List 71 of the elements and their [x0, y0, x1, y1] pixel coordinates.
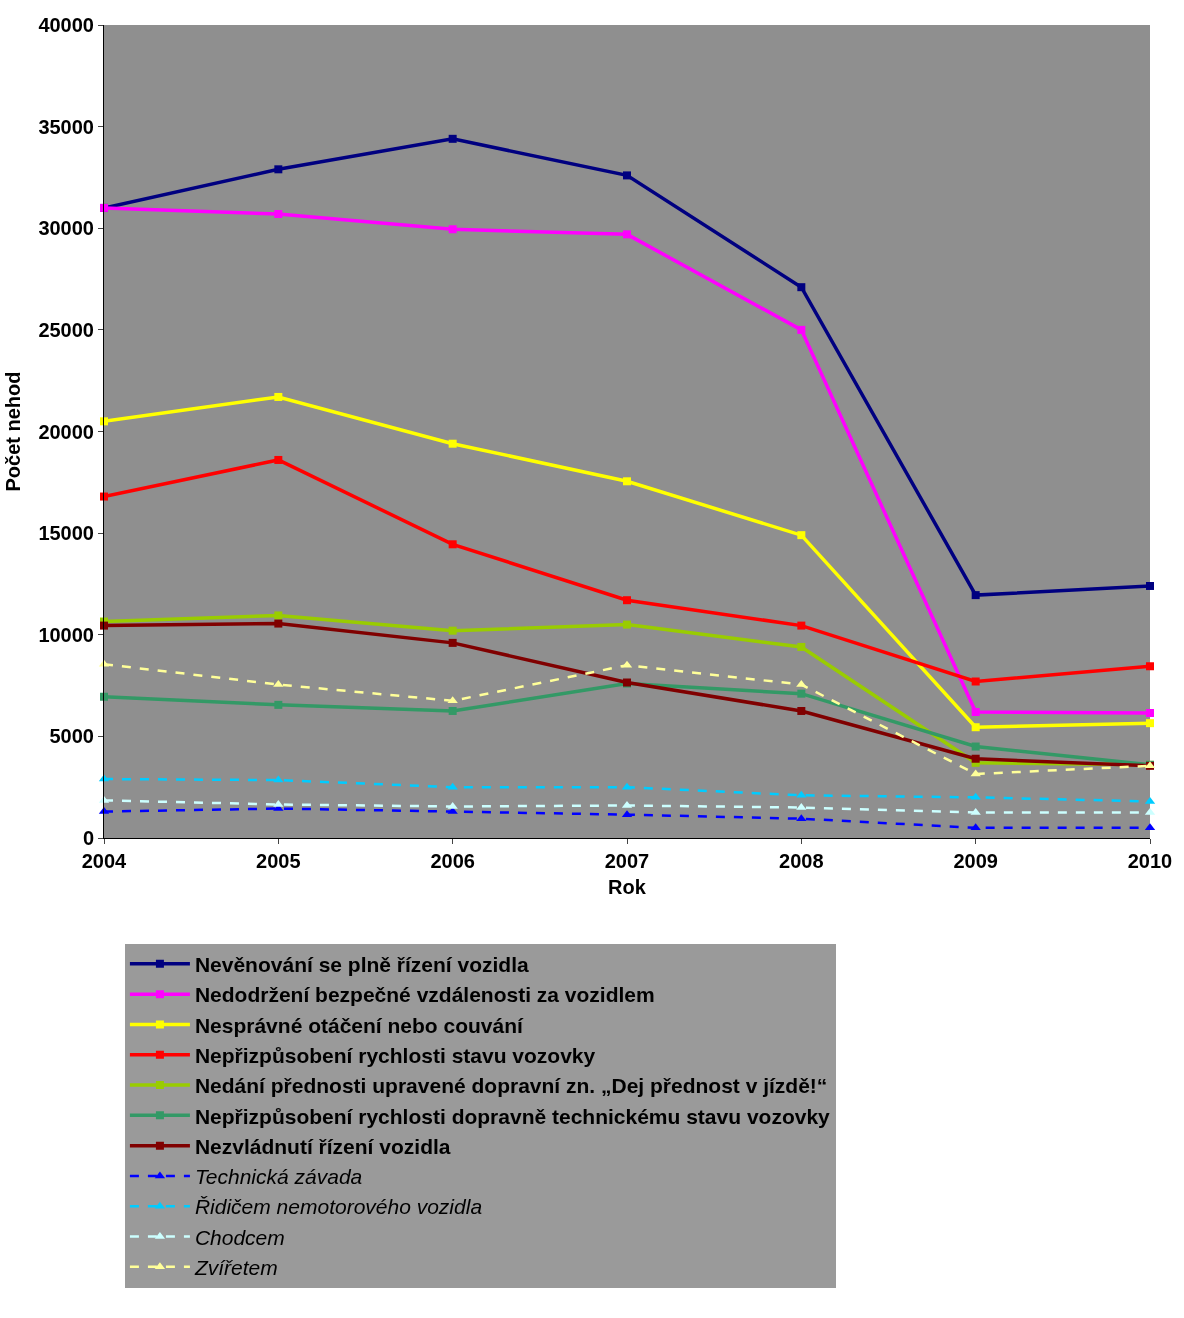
legend-label: Nesprávné otáčení nebo couvání: [194, 1013, 525, 1037]
point: [797, 706, 806, 715]
x-tick-label: 2006: [430, 850, 475, 872]
point: [623, 620, 631, 629]
y-tick-label: 5000: [49, 725, 94, 748]
point: [274, 455, 283, 464]
point: [970, 823, 981, 831]
legend-label: Chodcem: [194, 1225, 285, 1249]
legend-label: Řidičem nemotorového vozidla: [194, 1195, 483, 1219]
point: [970, 792, 981, 800]
legend-label: Nedodržení bezpečné vzdálenosti za vozidlem: [194, 983, 655, 1007]
point: [971, 591, 980, 600]
point: [274, 611, 283, 620]
point: [448, 706, 457, 715]
point: [797, 325, 806, 334]
point: [1146, 581, 1154, 590]
point: [797, 689, 806, 698]
point: [971, 742, 980, 751]
y-tick-label: 15000: [38, 522, 94, 545]
point: [274, 700, 283, 709]
y-tick-label: 35000: [38, 115, 94, 138]
point: [274, 165, 283, 174]
point: [448, 225, 457, 234]
x-tick-label: 2005: [256, 850, 301, 872]
point: [970, 769, 981, 777]
point: [797, 531, 806, 540]
point: [797, 621, 806, 630]
point: [623, 171, 631, 180]
point: [274, 619, 283, 628]
y-axis-title: Počet nehod: [1, 371, 24, 492]
point: [448, 638, 457, 647]
point: [1146, 709, 1154, 717]
point: [623, 596, 631, 605]
legend-label: Nepřizpůsobení rychlosti stavu vozovky: [194, 1043, 596, 1067]
point: [797, 642, 806, 651]
point: [448, 439, 457, 448]
point: [797, 283, 806, 292]
legend-label: Nedání přednosti upravené dopravní zn. „Dej přednost v jízdě!“: [194, 1074, 828, 1098]
point: [971, 754, 980, 763]
point: [971, 723, 980, 732]
point: [796, 790, 807, 798]
x-tick-label: 2008: [779, 850, 824, 872]
x-tick-label: 2004: [81, 850, 128, 872]
point: [623, 477, 631, 486]
point: [971, 677, 980, 686]
point: [448, 134, 457, 143]
point: [1146, 662, 1154, 671]
x-axis-title: Rok: [608, 875, 647, 898]
point: [1146, 719, 1154, 728]
y-tick-label: 20000: [38, 420, 94, 443]
y-tick-label: 40000: [38, 14, 94, 36]
point: [447, 696, 458, 704]
point: [971, 707, 980, 716]
point: [448, 626, 457, 635]
x-tick-label: 2007: [604, 850, 650, 872]
legend-label: Nepřizpůsobení rychlosti dopravně technickému stavu vozovky: [194, 1104, 831, 1128]
legend-label: Nezvládnutí řízení vozidla: [194, 1134, 451, 1158]
y-tick-label: 10000: [38, 623, 94, 646]
legend-label: Technická závada: [194, 1165, 363, 1189]
y-tick-label: 30000: [38, 217, 94, 240]
legend-label: Nevěnování se plně řízení vozidla: [194, 953, 530, 977]
x-tick-label: 2010: [1127, 850, 1173, 872]
point: [448, 540, 457, 549]
point: [623, 230, 631, 239]
point: [273, 799, 284, 807]
point: [274, 210, 283, 219]
y-tick-label: 0: [82, 827, 94, 849]
y-tick-label: 25000: [38, 318, 94, 341]
legend-label: Zvířetem: [193, 1256, 278, 1280]
point: [274, 392, 283, 401]
x-tick-label: 2009: [953, 850, 998, 872]
